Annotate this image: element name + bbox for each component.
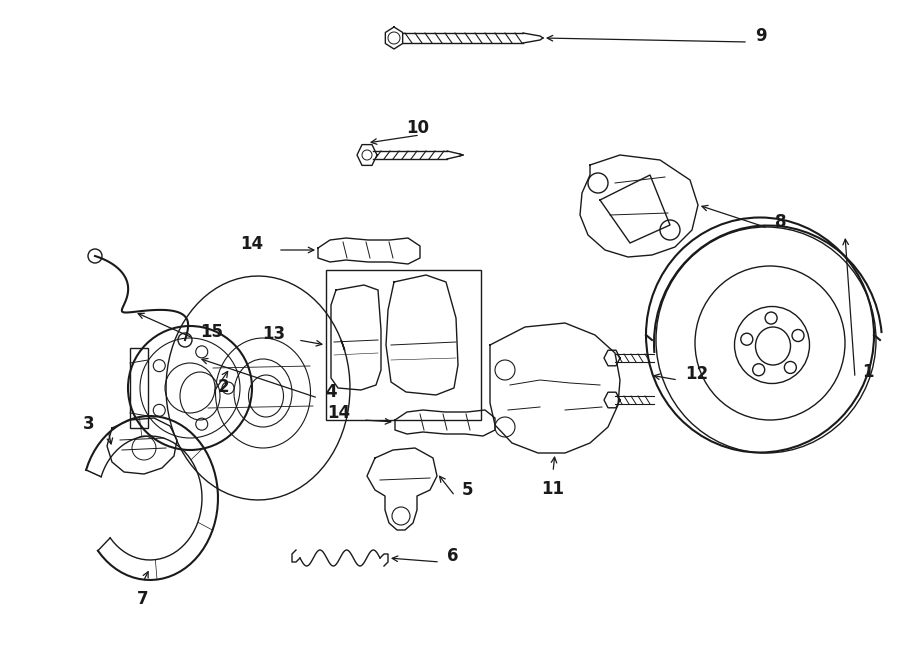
Bar — [130, 348, 148, 428]
Text: 2: 2 — [218, 378, 230, 396]
Text: 10: 10 — [407, 119, 429, 137]
Text: 14: 14 — [327, 404, 350, 422]
Text: 6: 6 — [447, 547, 458, 565]
Text: 1: 1 — [862, 363, 874, 381]
Text: 4: 4 — [325, 383, 337, 401]
Text: 7: 7 — [137, 590, 148, 608]
Text: 3: 3 — [84, 415, 95, 433]
Text: 9: 9 — [755, 27, 767, 45]
Bar — [326, 270, 481, 420]
Text: 12: 12 — [685, 365, 708, 383]
Text: 11: 11 — [542, 480, 564, 498]
Text: 5: 5 — [462, 481, 473, 499]
Text: 14: 14 — [240, 235, 263, 253]
Text: 13: 13 — [262, 325, 285, 343]
Text: 8: 8 — [775, 213, 787, 231]
Text: 15: 15 — [200, 323, 223, 341]
